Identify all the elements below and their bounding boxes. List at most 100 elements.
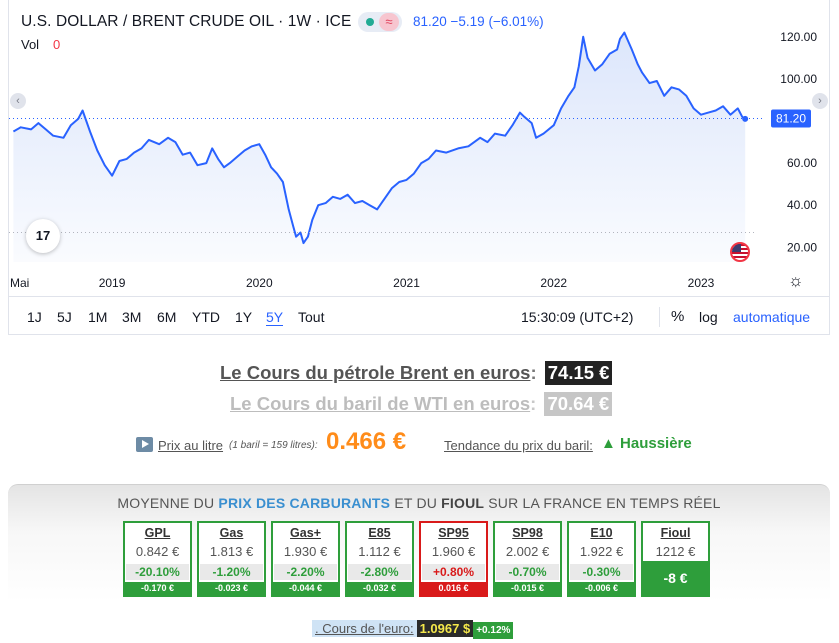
tradingview-logo-icon[interactable]: 17 bbox=[26, 219, 60, 253]
tradingview-widget: 81.20 120.00 100.00 60.00 40.00 20.00 Mai 2019 2… bbox=[8, 0, 830, 335]
euro-rate-link[interactable]: . Cours de l'euro: bbox=[312, 620, 417, 637]
fuel-card-gas-plus[interactable]: Gas+ 1.930 € -2.20% -0.044 € bbox=[271, 521, 340, 597]
range-5j-button[interactable]: 5J bbox=[57, 309, 72, 325]
scroll-right-arrow-icon[interactable]: › bbox=[812, 93, 828, 109]
price-chart[interactable]: 81.20 120.00 100.00 60.00 40.00 20.00 Mai 2019 2… bbox=[9, 0, 829, 296]
range-5y-button[interactable]: 5Y bbox=[266, 309, 284, 326]
fuel-name[interactable]: E10 bbox=[590, 526, 613, 540]
price-per-litre-link[interactable]: Prix au litre bbox=[158, 438, 224, 453]
last-price-label: 81.20 bbox=[776, 111, 806, 125]
fuel-name[interactable]: Fioul bbox=[660, 526, 691, 540]
fuel-change-percent: -20.10% bbox=[126, 564, 189, 580]
range-3m-button[interactable]: 3M bbox=[122, 309, 142, 325]
fuel-change-percent: -1.20% bbox=[200, 564, 263, 580]
heading-text-mid: ET DU bbox=[390, 495, 442, 511]
fuel-change-amount: -0.044 € bbox=[273, 582, 338, 595]
fuel-name[interactable]: SP95 bbox=[438, 526, 469, 540]
price-area bbox=[13, 32, 746, 262]
percent-scale-button[interactable]: % bbox=[671, 308, 685, 325]
x-axis-tick-label: 2023 bbox=[688, 276, 715, 290]
volume-label: Vol bbox=[21, 37, 40, 52]
trend-value: ▲ Haussière bbox=[601, 435, 692, 452]
fuel-change-percent: -2.80% bbox=[348, 564, 411, 580]
fuel-price: 1.922 € bbox=[579, 544, 624, 559]
brent-price-link[interactable]: Le Cours du pétrole Brent en euros bbox=[220, 362, 531, 383]
fuel-change-percent: -0.30% bbox=[570, 564, 633, 580]
market-open-dot-icon bbox=[366, 18, 374, 26]
fuel-card-sp98[interactable]: SP98 2.002 € -0.70% -0.015 € bbox=[493, 521, 562, 597]
settings-gear-icon[interactable]: ☼ bbox=[788, 271, 804, 290]
wti-colon: : bbox=[530, 393, 537, 414]
range-6m-button[interactable]: 6M bbox=[157, 309, 177, 325]
fuel-name[interactable]: E85 bbox=[368, 526, 391, 540]
x-axis-tick-label: Mai bbox=[10, 276, 29, 290]
y-axis-tick-label: 100.00 bbox=[780, 72, 817, 86]
fuel-change-amount: -0.023 € bbox=[199, 582, 264, 595]
fuel-change-percent: -0.70% bbox=[496, 564, 559, 580]
fuel-price: 0.842 € bbox=[135, 544, 180, 559]
fuel-change-amount: 0.016 € bbox=[421, 582, 486, 595]
fuel-card-sp95[interactable]: SP95 1.960 € +0.80% 0.016 € bbox=[419, 521, 488, 597]
fuel-change-percent: +0.80% bbox=[422, 564, 485, 580]
heading-fuel-prices-link[interactable]: PRIX DES CARBURANTS bbox=[218, 495, 391, 511]
log-scale-button[interactable]: log bbox=[699, 309, 718, 325]
fuel-card-e85[interactable]: E85 1.112 € -2.80% -0.032 € bbox=[345, 521, 414, 597]
auto-scale-button[interactable]: automatique bbox=[733, 309, 811, 325]
fuel-card-fioul[interactable]: Fioul 1212 € -8 € bbox=[641, 521, 710, 597]
fuel-price: 1212 € bbox=[655, 544, 696, 559]
y-axis-tick-label: 20.00 bbox=[787, 240, 817, 254]
euro-rate-value: 1.0967 $ bbox=[416, 620, 474, 637]
fuel-name[interactable]: Gas+ bbox=[290, 526, 321, 540]
wti-price-line: Le Cours du baril de WTI en euros: 70.64… bbox=[230, 392, 613, 416]
fuel-name[interactable]: GPL bbox=[144, 526, 171, 540]
range-1j-button[interactable]: 1J bbox=[27, 309, 42, 325]
brent-price-value: 74.15 € bbox=[544, 361, 613, 385]
heading-text-post: SUR LA FRANCE EN TEMPS RÉEL bbox=[484, 495, 721, 511]
scroll-left-arrow-icon[interactable]: ‹ bbox=[10, 93, 26, 109]
y-axis-tick-label: 60.00 bbox=[787, 156, 817, 170]
fuel-change-amount: -0.015 € bbox=[495, 582, 560, 595]
fuel-change-percent: -2.20% bbox=[274, 564, 337, 580]
fuel-panel-heading: MOYENNE DU PRIX DES CARBURANTS ET DU FIO… bbox=[8, 495, 830, 511]
last-price-dot bbox=[742, 115, 749, 122]
fuel-price: 2.002 € bbox=[505, 544, 550, 559]
volume-value: 0 bbox=[53, 37, 61, 52]
market-status-badge[interactable]: ≈ bbox=[358, 12, 402, 32]
fuel-price: 1.813 € bbox=[209, 544, 254, 559]
range-ytd-button[interactable]: YTD bbox=[192, 309, 220, 325]
fuel-change-amount: -0.032 € bbox=[347, 582, 412, 595]
toolbar-divider bbox=[659, 307, 660, 327]
fuel-name[interactable]: SP98 bbox=[512, 526, 543, 540]
play-icon[interactable] bbox=[136, 437, 153, 452]
wti-price-value: 70.64 € bbox=[544, 392, 613, 416]
trend-link[interactable]: Tendance du prix du baril: bbox=[444, 438, 593, 453]
range-1m-button[interactable]: 1M bbox=[88, 309, 108, 325]
us-flag-icon[interactable] bbox=[730, 242, 750, 262]
barrel-litres-note: (1 baril = 159 litres): bbox=[229, 440, 318, 451]
x-axis-tick-label: 2020 bbox=[246, 276, 273, 290]
y-axis-tick-label: 120.00 bbox=[780, 30, 817, 44]
price-line bbox=[12, 31, 746, 245]
symbol-title[interactable]: U.S. DOLLAR / BRENT CRUDE OIL · 1W · ICE bbox=[21, 13, 352, 30]
fuel-card-e10[interactable]: E10 1.922 € -0.30% -0.006 € bbox=[567, 521, 636, 597]
range-1y-button[interactable]: 1Y bbox=[235, 309, 253, 325]
fuel-price: 1.112 € bbox=[358, 544, 401, 559]
fuel-price: 1.930 € bbox=[283, 544, 328, 559]
fuel-change-amount: -0.006 € bbox=[569, 582, 634, 595]
fuel-card-gas[interactable]: Gas 1.813 € -1.20% -0.023 € bbox=[197, 521, 266, 597]
brent-price-line: Le Cours du pétrole Brent en euros: 74.1… bbox=[220, 361, 613, 385]
fuel-prices-panel: MOYENNE DU PRIX DES CARBURANTS ET DU FIO… bbox=[8, 484, 830, 602]
fuel-name[interactable]: Gas bbox=[219, 526, 244, 540]
fuel-change-amount: -0.170 € bbox=[125, 582, 190, 595]
chart-toolbar: 1J 5J 1M 3M 6M YTD 1Y 5Y Tout 15:30:09 (… bbox=[9, 296, 829, 334]
fuel-card-gpl[interactable]: GPL 0.842 € -20.10% -0.170 € bbox=[123, 521, 192, 597]
last-price-tag bbox=[771, 109, 811, 128]
chart-clock[interactable]: 15:30:09 (UTC+2) bbox=[521, 309, 634, 325]
heading-text-pre: MOYENNE DU bbox=[117, 495, 219, 511]
brent-colon: : bbox=[530, 362, 537, 383]
range-all-button[interactable]: Tout bbox=[298, 309, 325, 325]
heading-fioul-link[interactable]: FIOUL bbox=[441, 495, 485, 511]
x-axis-tick-label: 2021 bbox=[393, 276, 420, 290]
wti-price-link[interactable]: Le Cours du baril de WTI en euros bbox=[230, 393, 531, 414]
y-axis-tick-label: 40.00 bbox=[787, 198, 817, 212]
